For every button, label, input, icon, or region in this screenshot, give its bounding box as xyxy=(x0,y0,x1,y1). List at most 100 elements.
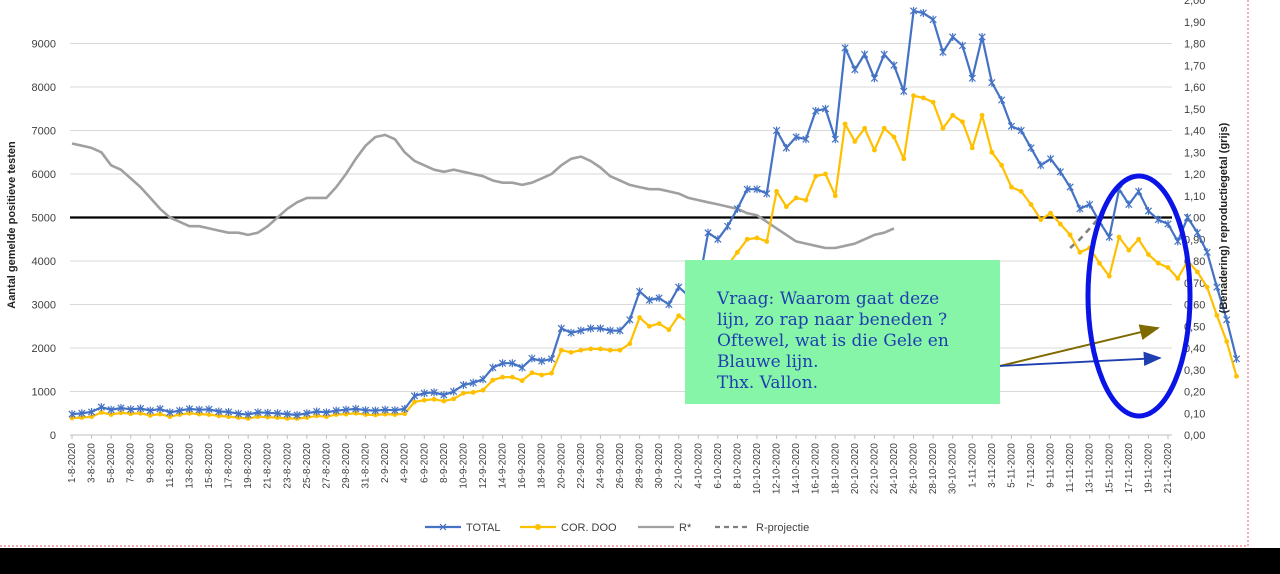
data-point-total xyxy=(567,328,575,337)
data-point-total xyxy=(1213,283,1221,292)
x-tick-label: 1-11-2020 xyxy=(967,443,978,488)
data-point-cor-doo xyxy=(431,396,437,402)
data-point-cor-doo xyxy=(1214,312,1220,318)
bottom-black-band xyxy=(0,548,1280,574)
data-point-total xyxy=(1144,206,1153,215)
data-point-total xyxy=(68,410,76,419)
series-line-r xyxy=(71,133,895,250)
data-point-cor-doo xyxy=(735,249,740,255)
data-point-cor-doo xyxy=(1028,202,1034,207)
y-tick-label: 8000 xyxy=(32,82,56,94)
data-point-total xyxy=(459,380,468,389)
data-point-cor-doo xyxy=(421,397,427,403)
annotation-arrow-olive xyxy=(999,324,1160,367)
data-point-total xyxy=(381,405,389,414)
data-point-total xyxy=(577,326,585,335)
data-point-cor-doo xyxy=(314,413,320,419)
data-point-total xyxy=(675,283,683,292)
y-tick-label: 7000 xyxy=(32,126,56,138)
note-line: Vraag: Waarom gaat deze xyxy=(716,289,939,309)
data-point-total xyxy=(107,405,115,414)
x-tick-label: 13-11-2020 xyxy=(1085,443,1096,494)
data-point-total xyxy=(929,15,937,24)
x-tick-label: 15-11-2020 xyxy=(1104,443,1115,494)
y-tick-label: 9000 xyxy=(32,39,56,51)
data-point-total xyxy=(371,406,379,415)
data-point-cor-doo xyxy=(529,370,535,376)
data-point-cor-doo xyxy=(793,195,799,201)
data-point-cor-doo xyxy=(754,235,760,241)
x-tick-label: 8-10-2020 xyxy=(732,443,743,489)
data-point-cor-doo xyxy=(216,413,222,419)
data-point-total xyxy=(763,189,771,198)
data-point-total xyxy=(508,359,516,368)
data-point-total xyxy=(117,404,125,413)
x-tick-label: 11-11-2020 xyxy=(1065,443,1076,493)
data-point-total xyxy=(1183,213,1192,222)
data-point-cor-doo xyxy=(1077,249,1083,255)
y2-tick-label: 0,30 xyxy=(1184,365,1205,377)
data-point-cor-doo xyxy=(999,162,1005,168)
data-point-cor-doo xyxy=(901,156,907,162)
data-point-total xyxy=(136,404,145,413)
data-point-cor-doo xyxy=(509,374,515,380)
data-point-total xyxy=(968,74,976,83)
data-point-cor-doo xyxy=(1234,373,1239,379)
data-point-total xyxy=(391,406,399,415)
data-point-total xyxy=(420,389,428,398)
data-point-total xyxy=(616,326,624,335)
data-point-cor-doo xyxy=(363,412,368,417)
data-point-cor-doo xyxy=(783,204,789,210)
data-point-cor-doo xyxy=(813,173,819,179)
data-point-total xyxy=(1193,228,1201,237)
x-tick-label: 28-10-2020 xyxy=(928,443,939,495)
x-tick-label: 10-9-2020 xyxy=(458,443,469,489)
data-point-cor-doo xyxy=(372,412,378,418)
data-point-cor-doo xyxy=(1116,234,1122,240)
y2-tick-label: 1,60 xyxy=(1184,82,1205,94)
y2-tick-label: 0,40 xyxy=(1184,343,1205,355)
data-point-cor-doo xyxy=(862,125,868,131)
data-point-cor-doo xyxy=(803,197,809,203)
data-point-total xyxy=(332,406,340,415)
data-point-total xyxy=(704,228,712,237)
x-tick-label: 30-9-2020 xyxy=(654,443,665,489)
x-tick-label: 30-10-2020 xyxy=(948,443,959,495)
series-line-r-projectie xyxy=(1069,216,1101,249)
data-point-total xyxy=(146,406,154,415)
data-point-total xyxy=(978,32,986,41)
x-tick-label: 19-8-2020 xyxy=(243,443,254,489)
y2-tick-label: 1,30 xyxy=(1184,147,1205,159)
data-point-total xyxy=(547,354,556,363)
data-point-cor-doo xyxy=(666,327,672,333)
data-point-total xyxy=(988,78,996,87)
data-point-total xyxy=(322,408,331,417)
data-point-cor-doo xyxy=(147,413,153,418)
data-point-total xyxy=(1232,354,1241,363)
data-point-total xyxy=(401,404,409,413)
y2-tick-label: 1,10 xyxy=(1184,191,1205,203)
data-point-total xyxy=(528,354,536,363)
legend-label: R* xyxy=(679,522,692,534)
data-point-cor-doo xyxy=(226,414,231,420)
x-tick-label: 14-9-2020 xyxy=(498,443,509,489)
x-tick-label: 21-8-2020 xyxy=(263,443,274,489)
data-point-total xyxy=(1164,220,1172,229)
data-point-cor-doo xyxy=(960,119,965,125)
y2-tick-label: 1,90 xyxy=(1184,17,1205,29)
data-point-total xyxy=(890,61,898,70)
data-point-total xyxy=(851,65,859,74)
question-note-box xyxy=(685,260,1000,404)
data-point-total xyxy=(606,326,614,335)
data-point-cor-doo xyxy=(89,414,94,420)
data-point-cor-doo xyxy=(617,347,623,353)
data-point-total xyxy=(361,406,370,415)
data-point-total xyxy=(469,378,477,387)
data-point-total xyxy=(166,408,174,417)
data-point-total xyxy=(254,408,262,417)
x-tick-label: 18-10-2020 xyxy=(830,443,841,495)
data-point-cor-doo xyxy=(832,193,838,199)
legend-item-total: TOTAL xyxy=(425,522,500,534)
data-point-total xyxy=(224,407,233,416)
data-point-cor-doo xyxy=(1018,189,1024,194)
